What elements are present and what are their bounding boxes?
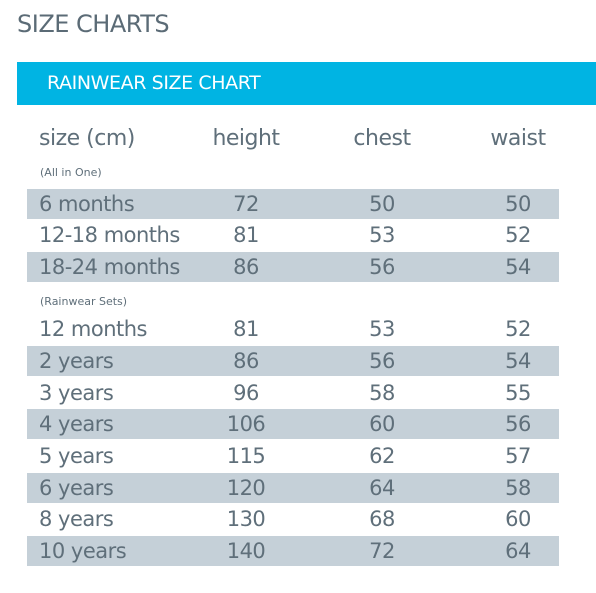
table-row: 12 months 81 53 52: [27, 314, 559, 344]
cell-size: 2 years: [39, 349, 114, 373]
header-size: size (cm): [39, 126, 135, 151]
cell-height: 106: [226, 412, 266, 436]
cell-chest: 50: [369, 192, 395, 216]
cell-height: 130: [226, 507, 266, 531]
page-title: SIZE CHARTS: [17, 10, 170, 38]
rainwear-banner: RAINWEAR SIZE CHART: [17, 62, 596, 105]
cell-chest: 56: [369, 349, 395, 373]
cell-chest: 60: [369, 412, 395, 436]
table-row: 4 years 106 60 56: [27, 409, 559, 439]
table-row: 5 years 115 62 57: [27, 441, 559, 471]
cell-chest: 53: [369, 317, 395, 341]
cell-height: 81: [233, 223, 259, 247]
cell-waist: 52: [505, 317, 531, 341]
cell-size: 8 years: [39, 507, 114, 531]
table-row: 12-18 months 81 53 52: [27, 220, 559, 250]
cell-height: 140: [226, 539, 266, 563]
header-height: height: [212, 126, 280, 151]
banner-title: RAINWEAR SIZE CHART: [47, 72, 261, 94]
cell-size: 12 months: [39, 317, 148, 341]
header-waist: waist: [490, 126, 546, 151]
cell-size: 6 years: [39, 476, 114, 500]
table-row: 8 years 130 68 60: [27, 504, 559, 534]
cell-waist: 57: [505, 444, 531, 468]
cell-waist: 54: [505, 255, 531, 279]
table-row: 6 months 72 50 50: [27, 189, 559, 219]
cell-size: 3 years: [39, 381, 114, 405]
cell-waist: 56: [505, 412, 531, 436]
cell-size: 10 years: [39, 539, 127, 563]
cell-waist: 64: [505, 539, 531, 563]
cell-height: 72: [233, 192, 259, 216]
cell-size: 6 months: [39, 192, 135, 216]
cell-waist: 60: [505, 507, 531, 531]
cell-chest: 64: [369, 476, 395, 500]
cell-chest: 53: [369, 223, 395, 247]
table-row: 2 years 86 56 54: [27, 346, 559, 376]
cell-size: 12-18 months: [39, 223, 180, 247]
table-header-row: size (cm) height chest waist: [27, 124, 559, 154]
cell-chest: 56: [369, 255, 395, 279]
cell-size: 4 years: [39, 412, 114, 436]
table-row: 10 years 140 72 64: [27, 536, 559, 566]
cell-chest: 62: [369, 444, 395, 468]
table-row: 3 years 96 58 55: [27, 378, 559, 408]
cell-height: 86: [233, 349, 259, 373]
cell-size: 18-24 months: [39, 255, 180, 279]
group-label-rainwear-sets: (Rainwear Sets): [40, 295, 128, 308]
cell-height: 96: [233, 381, 259, 405]
cell-size: 5 years: [39, 444, 114, 468]
cell-waist: 50: [505, 192, 531, 216]
cell-height: 115: [226, 444, 266, 468]
cell-height: 86: [233, 255, 259, 279]
group-label-all-in-one: (All in One): [40, 166, 102, 179]
table-row: 6 years 120 64 58: [27, 473, 559, 503]
header-chest: chest: [353, 126, 411, 151]
cell-waist: 52: [505, 223, 531, 247]
cell-waist: 54: [505, 349, 531, 373]
table-row: 18-24 months 86 56 54: [27, 252, 559, 282]
cell-waist: 58: [505, 476, 531, 500]
cell-height: 120: [226, 476, 266, 500]
cell-height: 81: [233, 317, 259, 341]
cell-chest: 58: [369, 381, 395, 405]
cell-chest: 68: [369, 507, 395, 531]
cell-waist: 55: [505, 381, 531, 405]
cell-chest: 72: [369, 539, 395, 563]
